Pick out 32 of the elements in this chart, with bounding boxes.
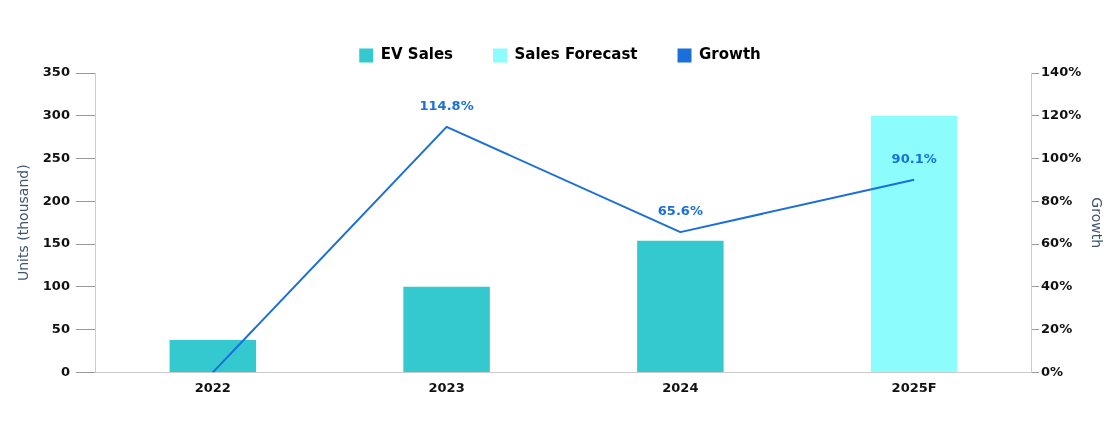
data-label: 65.6% (657, 202, 703, 218)
y-axis-title: Units (thousand) (15, 164, 32, 281)
y-tick-label: 50 (51, 321, 70, 336)
bar (870, 115, 958, 372)
y2-tick-label: 80% (1041, 192, 1073, 208)
y2-tick-label: 140% (1041, 64, 1082, 80)
y-tick-label: 250 (42, 149, 70, 165)
y-tick-label: 350 (42, 64, 70, 80)
y2-tick-label: 20% (1041, 321, 1073, 336)
x-tick-label: 2024 (662, 379, 699, 395)
y-tick-label: 150 (42, 235, 70, 251)
data-label: 90.1% (891, 150, 937, 166)
bar (637, 240, 724, 372)
bar (169, 339, 257, 372)
y2-axis-title: Growth (1088, 197, 1105, 249)
y-tick-label: 300 (42, 107, 70, 123)
y2-tick-label: 0% (1041, 363, 1064, 379)
bar (403, 286, 490, 372)
x-tick-label: 2023 (428, 379, 465, 395)
x-tick-label: 2025F (891, 379, 937, 395)
legend-label: Sales Forecast (514, 45, 638, 64)
legend-label: EV Sales (380, 45, 454, 64)
y2-tick-label: 100% (1041, 149, 1082, 165)
legend-label: Growth (699, 45, 761, 64)
y-tick-label: 0 (60, 363, 70, 379)
y2-tick-label: 120% (1041, 107, 1082, 123)
y2-tick-label: 40% (1041, 278, 1073, 294)
y-tick-label: 100 (42, 278, 70, 294)
y-tick-label: 200 (42, 192, 70, 208)
y2-tick-label: 60% (1041, 235, 1073, 251)
x-tick-label: 2022 (194, 379, 231, 395)
data-label: 114.8% (419, 97, 474, 113)
